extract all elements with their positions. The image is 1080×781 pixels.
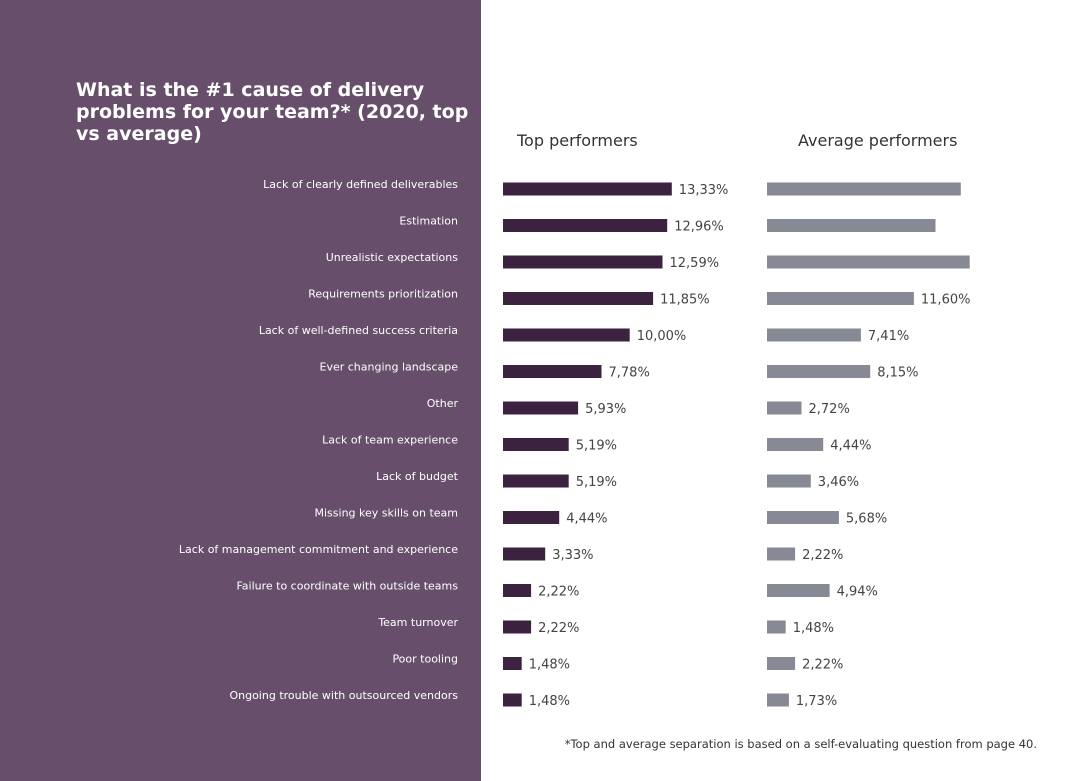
average-performers-value: 7,41% [868, 329, 909, 344]
category-label: Lack of budget [376, 470, 459, 483]
top-performers-value: 5,19% [576, 439, 617, 454]
average-performers-bar [767, 547, 796, 561]
average-performers-value: 8,15% [877, 366, 918, 381]
top-performers-bar [503, 365, 602, 378]
category-label: Missing key skills on team [315, 507, 459, 520]
category-label: Lack of team experience [322, 434, 458, 447]
average-performers-value: 1,73% [796, 694, 837, 709]
top-performers-value: 12,96% [674, 220, 724, 235]
top-performers-bar [503, 219, 668, 232]
average-performers-bar [767, 401, 802, 415]
top-performers-value: 2,22% [538, 585, 579, 600]
category-label: Team turnover [377, 616, 458, 629]
top-performers-value: 5,19% [576, 475, 617, 490]
top-performers-bar [503, 547, 546, 561]
top-performers-value: 10,00% [637, 329, 687, 344]
top-performers-bar [503, 474, 569, 488]
top-performers-value: 1,48% [529, 694, 570, 709]
top-performers-value: 5,93% [585, 402, 626, 417]
average-performers-bar [767, 182, 961, 196]
top-performers-value: 4,44% [566, 512, 607, 527]
average-performers-header: Average performers [798, 131, 958, 150]
top-performers-bar [503, 620, 532, 634]
top-performers-bar [503, 584, 532, 597]
top-performers-bar [503, 693, 522, 707]
average-performers-bar [767, 292, 914, 305]
average-performers-bar [767, 584, 830, 597]
average-performers-value: 4,44% [830, 439, 871, 454]
top-performers-value: 1,48% [529, 658, 570, 673]
top-performers-value: 2,22% [538, 621, 579, 636]
category-label: Ongoing trouble with outsourced vendors [229, 689, 458, 702]
chart-title: What is the #1 cause of delivery problem… [76, 79, 469, 145]
category-label: Lack of management commitment and experi… [179, 543, 458, 556]
average-performers-value: 11,60% [921, 293, 971, 308]
category-label: Ever changing landscape [320, 361, 459, 374]
category-label: Poor tooling [392, 653, 458, 666]
top-performers-bar [503, 657, 522, 670]
average-performers-bar [767, 255, 970, 269]
category-label: Failure to coordinate with outside teams [236, 580, 458, 593]
average-performers-value: 2,22% [802, 548, 843, 563]
average-performers-bar [767, 219, 936, 232]
category-label: Requirements prioritization [308, 288, 458, 301]
average-performers-bar [767, 620, 786, 634]
top-performers-bar [503, 182, 672, 196]
top-performers-value: 13,33% [679, 183, 729, 198]
average-performers-bar [767, 438, 824, 451]
side-panel [0, 0, 481, 781]
top-performers-value: 12,59% [670, 256, 720, 271]
average-performers-bar [767, 657, 796, 670]
average-performers-value: 5,68% [846, 512, 887, 527]
category-label: Lack of clearly defined deliverables [263, 178, 458, 191]
average-performers-value: 1,48% [793, 621, 834, 636]
category-label: Unrealistic expectations [326, 251, 459, 264]
top-performers-header: Top performers [517, 131, 638, 150]
category-label: Lack of well-defined success criteria [259, 324, 458, 337]
top-performers-value: 11,85% [660, 293, 710, 308]
average-performers-value: 3,46% [818, 475, 859, 490]
top-performers-value: 3,33% [552, 548, 593, 563]
top-performers-bar [503, 292, 654, 305]
average-performers-value: 2,22% [802, 658, 843, 673]
top-performers-bar [503, 401, 579, 415]
top-performers-bar [503, 255, 663, 269]
top-performers-value: 7,78% [609, 366, 650, 381]
average-performers-bar [767, 365, 871, 378]
top-performers-bar [503, 328, 630, 342]
average-performers-bar [767, 474, 811, 488]
average-performers-value: 2,72% [809, 402, 850, 417]
top-performers-bar [503, 511, 560, 524]
category-label: Estimation [399, 215, 458, 228]
top-performers-bar [503, 438, 569, 451]
footnote: *Top and average separation is based on … [564, 737, 1037, 751]
average-performers-bar [767, 693, 789, 707]
category-label: Other [427, 397, 459, 410]
average-performers-value: 4,94% [837, 585, 878, 600]
average-performers-bar [767, 511, 839, 524]
average-performers-bar [767, 328, 861, 342]
